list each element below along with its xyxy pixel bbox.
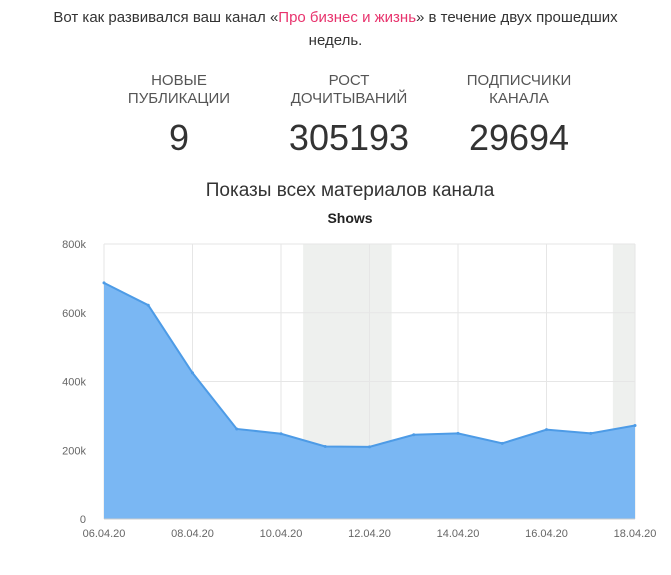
x-tick-label: 16.04.20: [525, 528, 568, 540]
series-area: [104, 282, 635, 519]
stat-label: Новые публикации: [127, 72, 231, 107]
data-point: [633, 424, 637, 427]
y-tick-label: 200k: [62, 445, 86, 457]
data-point: [146, 303, 150, 307]
y-tick-label: 400k: [62, 377, 86, 389]
data-point: [191, 371, 194, 375]
y-tick-label: 600k: [62, 308, 86, 320]
data-point: [368, 445, 371, 449]
stat-subscribers: Подписчики канала 29694: [439, 72, 599, 158]
data-point: [235, 427, 239, 431]
chart-subtitle: Shows: [327, 210, 373, 226]
data-point: [545, 428, 548, 432]
data-point: [456, 431, 460, 435]
data-point: [102, 281, 106, 285]
intro-after: » в течение двух прошедших недель.: [308, 9, 618, 49]
intro-before: Вот как развивался ваш канал «: [53, 9, 279, 26]
stat-label: Рост дочитываний: [290, 72, 408, 107]
x-tick-label: 12.04.20: [348, 528, 391, 540]
data-point: [279, 432, 283, 436]
x-tick-label: 10.04.20: [260, 528, 303, 540]
x-tick-label: 18.04.20: [614, 528, 657, 540]
y-tick-label: 800k: [62, 239, 86, 251]
stat-value: 29694: [468, 117, 570, 158]
chart-title: Показы всех материалов канала: [205, 180, 495, 201]
intro-text: Вот как развивался ваш канал «Про бизнес…: [40, 6, 631, 52]
channel-link[interactable]: Про бизнес и жизнь: [278, 9, 417, 26]
x-tick-label: 08.04.20: [171, 528, 214, 540]
stat-value: 9: [168, 117, 190, 158]
data-point: [323, 444, 327, 448]
stat-new-publications: Новые публикации 9: [99, 72, 259, 158]
x-tick-label: 14.04.20: [437, 528, 480, 540]
y-tick-label: 0: [80, 514, 86, 526]
data-point: [589, 431, 593, 435]
data-point: [412, 433, 416, 437]
stat-value: 305193: [288, 117, 410, 158]
stat-read-growth: Рост дочитываний 305193: [269, 72, 429, 158]
data-point: [500, 441, 504, 445]
x-tick-label: 06.04.20: [83, 528, 126, 540]
stat-label: Подписчики канала: [466, 72, 572, 107]
